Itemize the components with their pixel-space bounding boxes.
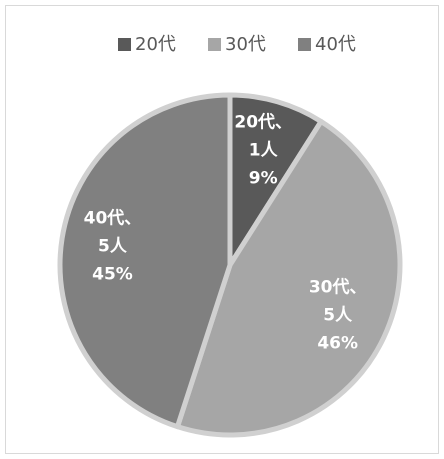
legend-label: 40代 — [315, 34, 356, 55]
data-label-count: 5人 — [98, 236, 128, 256]
legend-label: 30代 — [225, 34, 266, 55]
pie-slice — [174, 118, 403, 438]
data-label-value: 9% — [249, 169, 278, 189]
data-label-name: 40代、 — [84, 207, 142, 228]
data-label-count: 5人 — [323, 306, 353, 326]
data-label-count: 1人 — [249, 141, 279, 161]
data-label-value: 46% — [317, 334, 358, 354]
data-label-value: 45% — [92, 264, 133, 284]
data-label-name: 20代、 — [234, 112, 292, 133]
legend-swatch — [208, 38, 221, 51]
data-label-name: 30代、 — [309, 277, 367, 298]
pie-slice — [57, 92, 233, 430]
legend-label: 20代 — [135, 34, 176, 55]
legend-swatch — [298, 38, 311, 51]
legend-swatch — [118, 38, 131, 51]
